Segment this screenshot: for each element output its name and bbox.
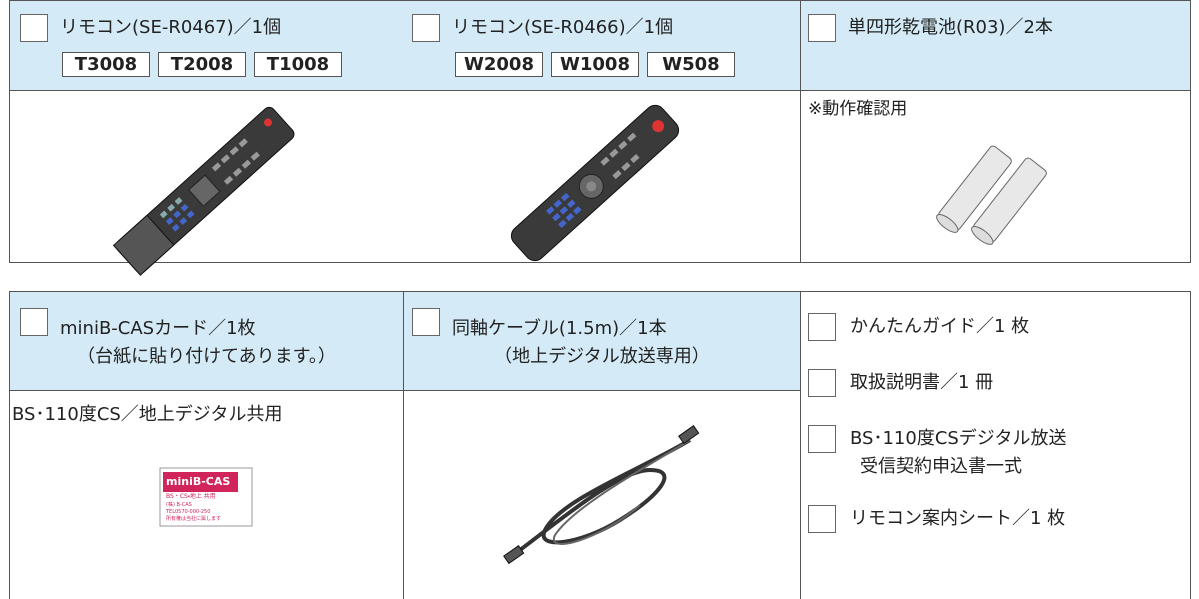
card-image: miniB-CAS BS・CS・地上 共用 (株) B-CAS TEL0570-… bbox=[159, 467, 253, 527]
model-badge: T1008 bbox=[254, 52, 342, 77]
checkbox[interactable] bbox=[412, 308, 440, 336]
border bbox=[1190, 291, 1191, 599]
card-text: BS・CS・地上 共用 bbox=[166, 492, 216, 500]
item-sublabel: （台紙に貼り付けてあります。） bbox=[77, 346, 336, 367]
checkbox[interactable] bbox=[20, 14, 48, 42]
item-label: 同軸ケーブル(1.5m)／1本 bbox=[452, 318, 667, 339]
border bbox=[1190, 0, 1191, 263]
item-note: ※動作確認用 bbox=[808, 99, 908, 119]
border bbox=[800, 291, 801, 599]
checkbox[interactable] bbox=[20, 308, 48, 336]
model-badge: T2008 bbox=[158, 52, 246, 77]
checkbox[interactable] bbox=[808, 425, 836, 453]
model-badge: W508 bbox=[647, 52, 735, 77]
card-text: TEL0570-000-250 bbox=[165, 509, 210, 515]
card-text: (株) B-CAS bbox=[166, 501, 192, 508]
item-label: リモコン(SE-R0466)／1個 bbox=[452, 17, 674, 38]
item-note: BS･110度CS／地上デジタル共用 bbox=[12, 404, 283, 425]
remote-image bbox=[510, 104, 680, 262]
item-label: 単四形乾電池(R03)／2本 bbox=[848, 17, 1053, 38]
model-badge: W1008 bbox=[551, 52, 639, 77]
border bbox=[403, 291, 404, 599]
border bbox=[9, 390, 800, 391]
item-label: リモコン(SE-R0467)／1個 bbox=[60, 17, 282, 38]
list-label: 取扱説明書／1 冊 bbox=[850, 372, 994, 393]
item-sublabel: （地上デジタル放送専用） bbox=[494, 346, 710, 367]
battery-image bbox=[936, 145, 1047, 245]
border bbox=[9, 291, 10, 599]
item-label: miniB-CASカード／1枚 bbox=[60, 318, 256, 339]
cable-image bbox=[503, 425, 700, 565]
checkbox[interactable] bbox=[808, 369, 836, 397]
list-label: リモコン案内シート／1 枚 bbox=[850, 508, 1066, 529]
checkbox[interactable] bbox=[412, 14, 440, 42]
card-text: 所有権は当社に属します bbox=[166, 515, 221, 522]
border bbox=[9, 0, 10, 263]
border bbox=[9, 0, 1191, 1]
checkbox[interactable] bbox=[808, 505, 836, 533]
border bbox=[9, 262, 1191, 263]
header-row bbox=[9, 292, 800, 390]
border bbox=[9, 291, 1191, 292]
border bbox=[800, 0, 801, 263]
remote-image bbox=[112, 106, 295, 276]
model-badge: T3008 bbox=[62, 52, 150, 77]
checkbox[interactable] bbox=[808, 14, 836, 42]
border bbox=[9, 90, 1191, 91]
list-label: 受信契約申込書一式 bbox=[860, 456, 1022, 477]
card-title: miniB-CAS bbox=[166, 475, 230, 488]
list-label: BS･110度CSデジタル放送 bbox=[850, 428, 1067, 449]
checkbox[interactable] bbox=[808, 313, 836, 341]
model-badge: W2008 bbox=[455, 52, 543, 77]
list-label: かんたんガイド／1 枚 bbox=[850, 316, 1030, 337]
